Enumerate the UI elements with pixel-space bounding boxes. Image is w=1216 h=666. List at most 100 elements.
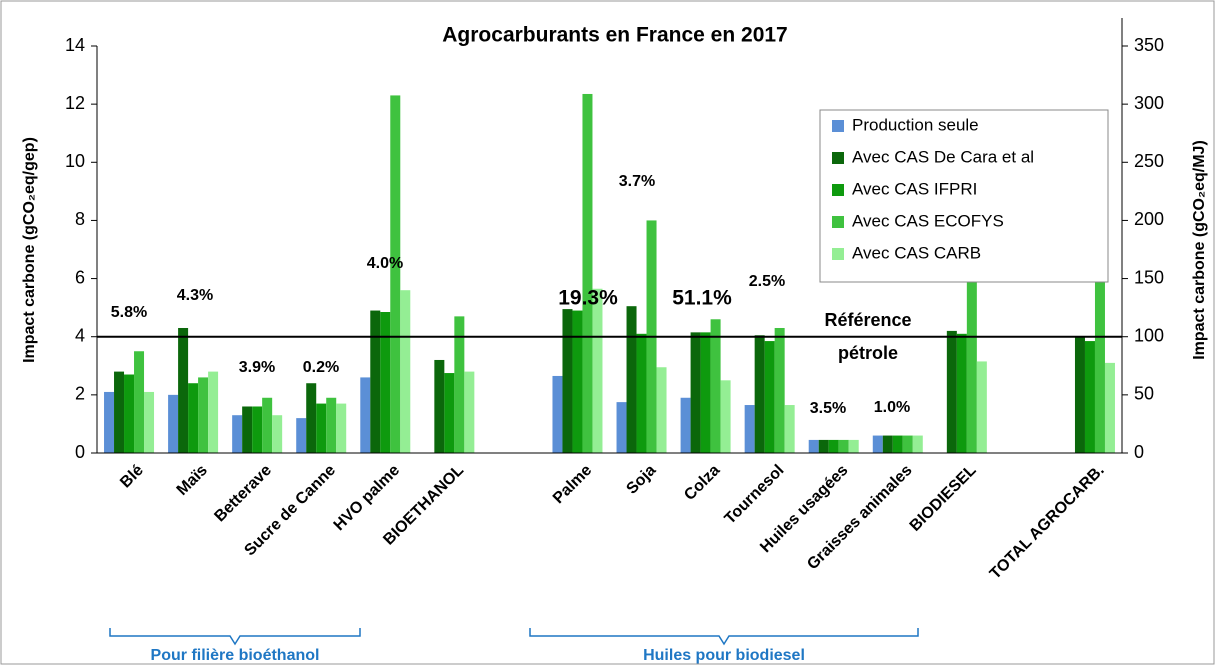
y2-tick-label: 150 [1134,267,1164,287]
bar [912,435,923,453]
y-tick-label: 4 [75,325,85,345]
bar [464,371,475,453]
legend-label: Avec CAS De Cara et al [852,147,1034,166]
bar [720,380,731,453]
percent-annotation: 2.5% [749,273,785,290]
bar [380,312,391,453]
legend-label: Avec CAS ECOFYS [852,211,1004,230]
legend-label: Avec CAS CARB [852,243,981,262]
bar [370,310,381,453]
bar [434,359,445,453]
bar [144,391,155,453]
legend-swatch [832,120,844,132]
percent-annotation: 1.0% [874,399,910,416]
y-axis-label: Impact carbone (gCO₂eq/gep) [21,137,38,363]
percent-annotation: 4.0% [367,255,403,272]
percent-annotation: 4.3% [177,287,213,304]
bar [892,435,903,453]
bar [272,415,283,453]
reference-label: Référence [824,310,911,330]
bar [316,403,327,453]
bar [104,391,115,453]
y2-tick-label: 250 [1134,151,1164,171]
legend-box [819,109,1109,283]
bar [616,402,627,453]
bar [582,93,593,453]
bar [838,439,849,453]
bar [700,332,711,453]
bar [124,374,135,453]
bar [168,394,179,453]
bar [360,377,371,453]
y-tick-label: 6 [75,267,85,287]
bar [946,330,957,453]
percent-annotation: 19.3% [558,287,618,310]
y2-tick-label: 350 [1134,35,1164,55]
bar [710,319,721,453]
bar [242,406,253,453]
bar [882,435,893,453]
bar [872,435,883,453]
bar [966,268,977,453]
y2-tick-label: 0 [1134,442,1144,462]
y2-axis-label: Impact carbone (gCO₂eq/MJ) [1191,140,1208,360]
bar [976,361,987,453]
percent-annotation: 0.2% [303,359,339,376]
group-brace [529,628,919,646]
y-tick-label: 10 [65,151,85,171]
bar [680,397,691,453]
bar [764,341,775,453]
bar [208,371,219,453]
bar [828,439,839,453]
bar [178,327,189,453]
bar [188,383,199,453]
percent-annotation: 5.8% [111,304,147,321]
bar [114,371,125,453]
bar [454,316,465,453]
bar [902,435,913,453]
bar [754,335,765,453]
percent-annotation: 51.1% [672,287,732,310]
bar [1094,277,1105,453]
bar [1084,341,1095,453]
y2-tick-label: 50 [1134,384,1154,404]
group-brace [109,628,361,646]
bar [306,383,317,453]
bar [232,415,243,453]
bar [1104,362,1115,453]
legend-swatch [832,248,844,260]
legend-swatch [832,216,844,228]
bar [262,397,273,453]
bar [956,333,967,453]
y-tick-label: 0 [75,442,85,462]
bar [134,351,145,453]
bar [400,290,411,453]
bar [848,439,859,453]
bar [444,373,455,453]
y-tick-label: 14 [65,35,85,55]
reference-label: pétrole [838,343,898,363]
group-label: Pour filière bioéthanol [151,647,320,664]
y2-tick-label: 300 [1134,93,1164,113]
bar [552,375,563,453]
percent-annotation: 3.5% [810,400,846,417]
bar [252,406,263,453]
group-label: Huiles pour biodiesel [643,647,805,664]
chart-title: Agrocarburants en France en 2017 [442,24,787,47]
bar [592,288,603,453]
bar [636,333,647,453]
bar [198,377,209,453]
bar [572,310,583,453]
legend-label: Production seule [852,115,979,134]
percent-annotation: 3.7% [619,173,655,190]
bar [656,367,667,453]
bar [690,332,701,453]
bar [626,306,637,453]
bar [744,405,755,453]
bar [390,95,401,454]
bar [808,439,819,453]
y2-tick-label: 100 [1134,325,1164,345]
bar [326,397,337,453]
bar [784,405,795,453]
bar [336,403,347,453]
